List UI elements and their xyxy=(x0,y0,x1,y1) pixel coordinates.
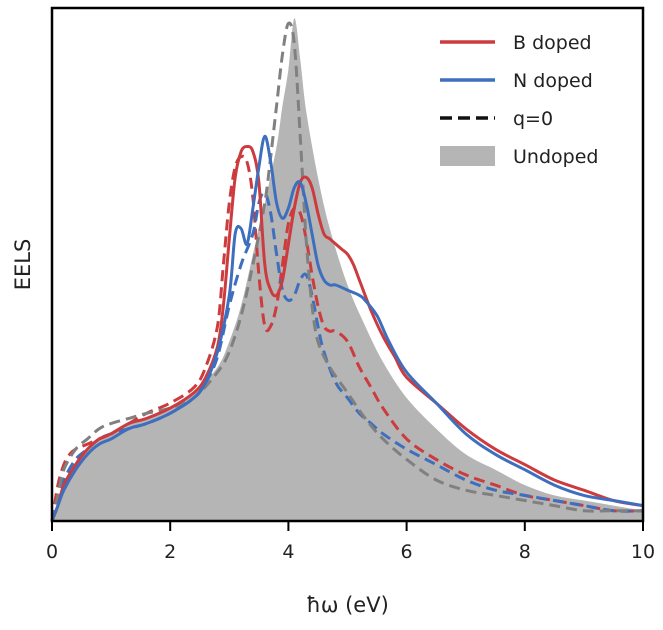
legend-label-q-0: q=0 xyxy=(513,108,553,130)
x-tick-label: 0 xyxy=(46,541,58,563)
x-axis: 0 2 4 6 8 10 xyxy=(46,521,655,563)
legend-label-b-doped: B doped xyxy=(513,32,592,54)
legend: B doped N doped q=0 Undoped xyxy=(440,32,598,168)
y-axis-label: EELS xyxy=(11,239,35,291)
legend-swatch-undoped xyxy=(440,146,495,166)
plot-frame xyxy=(50,6,645,523)
x-tick-label: 4 xyxy=(282,541,294,563)
x-tick-label: 2 xyxy=(164,541,176,563)
series-undoped-area xyxy=(52,18,643,521)
legend-label-undoped: Undoped xyxy=(513,146,598,168)
x-tick-label: 8 xyxy=(519,541,531,563)
legend-label-n-doped: N doped xyxy=(513,70,593,92)
x-tick-label: 6 xyxy=(401,541,413,563)
plot-area xyxy=(50,18,644,522)
x-axis-label: ħω (eV) xyxy=(306,593,389,617)
x-tick-label: 10 xyxy=(631,541,655,563)
series-undoped-q-0-line xyxy=(50,21,643,522)
series-b-doped-line xyxy=(50,144,644,522)
series-n-doped-line xyxy=(50,134,644,522)
